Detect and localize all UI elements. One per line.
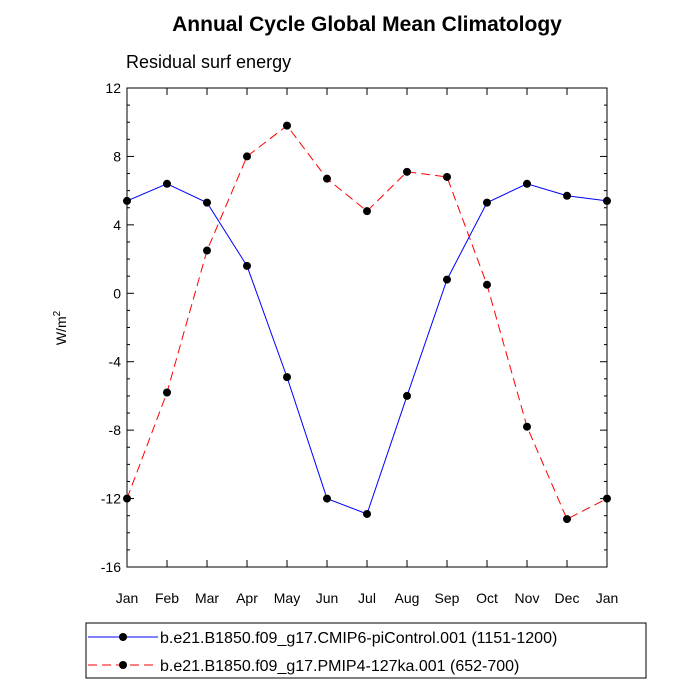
chart-subtitle: Residual surf energy [126,52,291,72]
y-tick-label: -4 [109,354,122,370]
x-tick-label: May [274,590,300,606]
series-1-point [443,172,451,181]
x-tick-label: Jun [316,590,339,606]
y-axis-label-exponent: 2 [52,310,63,316]
series-0-point [203,198,211,207]
series-0-point [323,494,331,503]
series-line-1 [126,124,608,520]
y-tick-label: 12 [105,80,121,96]
series-0-point [283,373,291,382]
plot-frame [126,87,608,568]
series-0-point [243,261,251,270]
series-0-point [163,179,171,188]
series-0-point [363,509,371,518]
series-0-point [563,191,571,200]
series-1-point [523,422,531,431]
series-0-point [523,179,531,188]
y-axis-label-unit: W/m [53,316,69,345]
legend: b.e21.B1850.f09_g17.CMIP6-piControl.001 … [85,622,647,679]
x-tick-label: Sep [435,590,460,606]
series-1-point [403,167,411,176]
x-tick-label: Nov [515,590,540,606]
y-tick-label: -8 [109,422,122,438]
y-tick-label: -16 [101,559,121,575]
chart-title: Annual Cycle Global Mean Climatology [172,13,562,36]
legend-label-127ka: b.e21.B1850.f09_g17.PMIP4-127ka.001 (652… [160,658,519,675]
x-tick-label: Jan [116,590,139,606]
y-tick-label: 8 [113,148,121,164]
y-tick-label: -12 [101,491,121,507]
legend-marker-piControl [119,633,127,641]
legend-box [85,622,647,679]
y-tick-label: 0 [113,285,121,301]
x-tick-label: Dec [555,590,580,606]
series-1-point [563,515,571,524]
series-1-point [323,174,331,183]
series-1-point [203,246,211,255]
x-tick-label: Jul [358,590,376,606]
series-1-point [243,152,251,161]
x-tick-label: Feb [155,590,179,606]
legend-marker-127ka [119,661,127,669]
x-tick-label: Jan [596,590,619,606]
x-tick-label: Aug [395,590,420,606]
x-tick-label: Oct [476,590,498,606]
series-0-point [443,275,451,284]
legend-label-piControl: b.e21.B1850.f09_g17.CMIP6-piControl.001 … [160,630,557,647]
series-0-point [403,391,411,400]
y-tick-label: 4 [113,217,121,233]
series-1-point [363,207,371,216]
series-1-point [163,388,171,397]
series-1-point [283,121,291,130]
x-tick-label: Apr [236,590,258,606]
series-1-point [483,280,491,289]
series-0-point [483,198,491,207]
y-axis-label: W/m2 [52,310,69,345]
x-tick-label: Mar [195,590,219,606]
series-line-0 [126,183,608,515]
